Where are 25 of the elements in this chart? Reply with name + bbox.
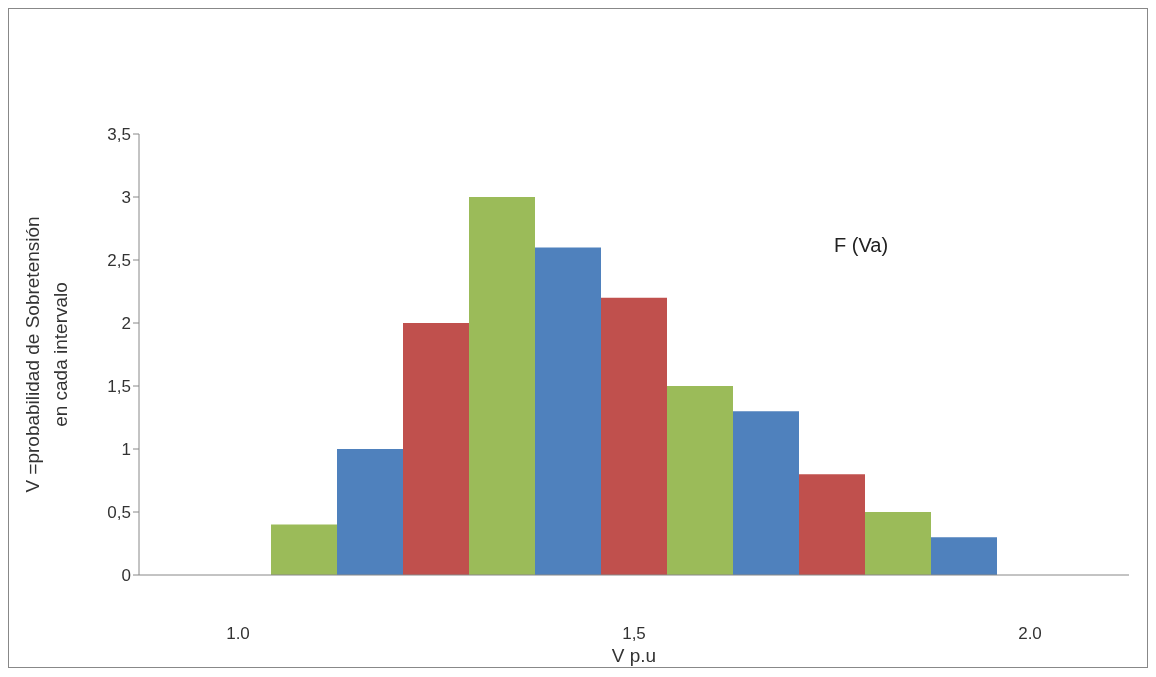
- x-tick-label: 1.0: [226, 624, 250, 644]
- y-tick-label: 0,5: [107, 503, 131, 523]
- bar: [865, 512, 931, 575]
- bar: [337, 449, 403, 575]
- bar: [271, 524, 337, 575]
- y-axis-title: V =probabilidad de Sobretensión en cada intervalo: [22, 216, 71, 493]
- bar: [733, 411, 799, 575]
- x-tick-label: 1,5: [622, 624, 646, 644]
- y-tick-label: 2: [121, 314, 131, 334]
- annotation: F (Va): [834, 234, 889, 257]
- y-tick-label: 3,5: [107, 125, 131, 145]
- bar: [403, 323, 469, 575]
- bar: [469, 197, 535, 575]
- bar: [601, 297, 667, 575]
- bar: [931, 537, 997, 575]
- x-tick-label: 2.0: [1018, 624, 1042, 644]
- bar: [667, 386, 733, 575]
- bar: [535, 247, 601, 575]
- y-tick-label: 1: [121, 440, 131, 460]
- y-tick-label: 1,5: [107, 377, 131, 397]
- bar: [799, 474, 865, 575]
- y-tick-label: 2,5: [107, 251, 131, 271]
- x-axis-title: V p.u: [611, 645, 657, 666]
- y-tick-label: 3: [121, 188, 131, 208]
- y-tick-label: 0: [121, 566, 131, 586]
